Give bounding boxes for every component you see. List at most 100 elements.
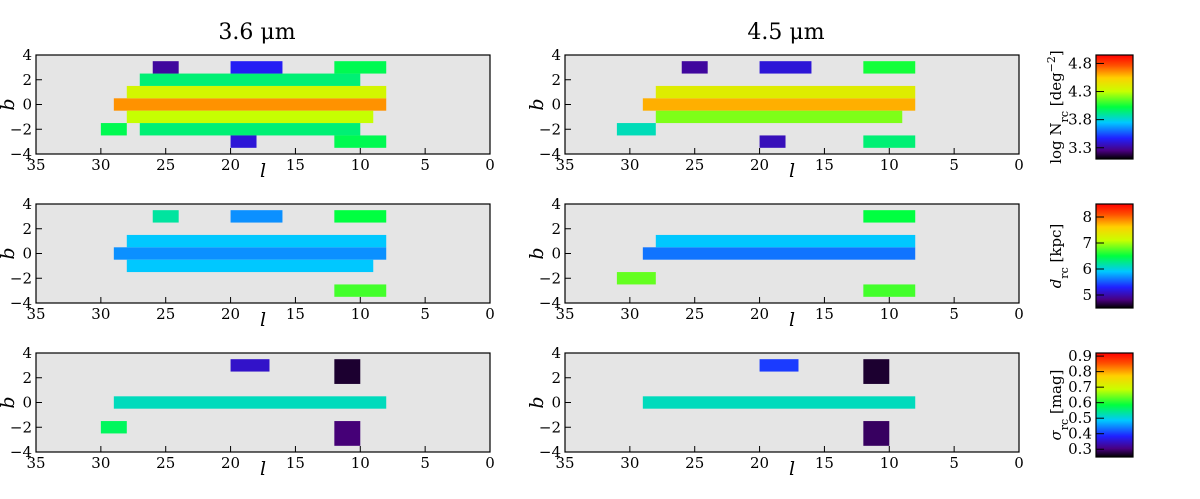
x-tick-label: 0 <box>485 454 495 472</box>
y-tick-label: 2 <box>551 369 561 387</box>
colorbar-gradient <box>1095 54 1134 160</box>
heatmap-cell <box>230 210 283 223</box>
x-tick-label: 15 <box>286 454 305 472</box>
colorbar-tick-label: 0.5 <box>1068 409 1092 427</box>
heatmap-cell <box>655 234 916 248</box>
colorbar-label: σrc [mag] <box>1047 370 1071 441</box>
y-tick-label: 0 <box>22 245 32 263</box>
colorbar-tick-label: 0.8 <box>1068 363 1092 381</box>
y-tick-label: 2 <box>22 71 32 89</box>
heatmap-cell <box>126 85 387 99</box>
x-tick-label: 0 <box>485 156 495 174</box>
heatmap-cell <box>139 73 361 86</box>
x-tick-label: 25 <box>685 454 704 472</box>
heatmap-cell <box>113 396 387 409</box>
y-tick-label: 0 <box>551 245 561 263</box>
x-tick-label: 35 <box>555 454 574 472</box>
heatmap-cell <box>334 61 387 74</box>
x-tick-label: 30 <box>91 454 110 472</box>
x-tick-label: 25 <box>156 305 175 323</box>
colorbar-1: 8 7 6 5 drc [kpc] <box>1047 203 1134 309</box>
heatmap-cell <box>863 359 890 384</box>
x-tick-label: 5 <box>949 305 959 323</box>
y-axis-label: b <box>0 396 19 408</box>
y-tick-label: −4 <box>10 145 32 163</box>
x-tick-label: 15 <box>815 305 834 323</box>
x-tick-label: 0 <box>1014 454 1024 472</box>
heatmap-cell <box>100 123 127 136</box>
y-tick-label: −4 <box>539 443 561 461</box>
heatmap-cell <box>642 247 916 260</box>
y-tick-label: 2 <box>22 220 32 238</box>
colorbar-tick-label: 4.8 <box>1068 54 1092 72</box>
y-tick-label: −2 <box>539 418 561 436</box>
colorbar-gradient <box>1095 352 1134 458</box>
heatmap-cell <box>655 85 916 99</box>
y-tick-label: 0 <box>22 96 32 114</box>
heatmap-cell <box>113 98 387 111</box>
heatmap-cell <box>230 135 257 148</box>
heatmap-cell <box>863 284 916 297</box>
colorbar-tick-label: 5 <box>1082 286 1092 304</box>
heatmap-cell <box>616 123 656 136</box>
colorbar-tick-label: 4.3 <box>1068 83 1092 101</box>
x-tick-label: 30 <box>620 454 639 472</box>
x-axis-label: l <box>260 458 266 480</box>
y-tick-label: −4 <box>539 145 561 163</box>
heatmap-cell <box>126 234 387 248</box>
x-tick-label: 0 <box>485 305 495 323</box>
x-tick-label: 15 <box>815 156 834 174</box>
heatmap-cell <box>334 210 387 223</box>
x-tick-label: 20 <box>750 305 769 323</box>
x-tick-label: 35 <box>26 305 45 323</box>
x-tick-label: 35 <box>26 156 45 174</box>
y-tick-label: 0 <box>551 394 561 412</box>
x-tick-label: 30 <box>91 305 110 323</box>
x-axis-label: l <box>789 309 795 331</box>
x-tick-label: 5 <box>420 156 430 174</box>
heatmap-cell <box>152 61 179 74</box>
colorbar-tick-label: 0.7 <box>1068 378 1092 396</box>
y-axis-label: b <box>0 247 19 259</box>
x-tick-label: 35 <box>555 305 574 323</box>
x-tick-label: 20 <box>221 454 240 472</box>
heatmap-cell <box>863 135 916 148</box>
heatmap-cell <box>139 123 361 136</box>
x-tick-label: 25 <box>685 305 704 323</box>
heatmap-cell <box>681 61 708 74</box>
x-tick-label: 20 <box>750 454 769 472</box>
heatmap-cell <box>759 135 786 148</box>
y-axis-label: b <box>526 247 548 259</box>
x-tick-label: 10 <box>880 454 899 472</box>
heatmap-cell <box>113 247 387 260</box>
x-tick-label: 20 <box>221 156 240 174</box>
x-tick-label: 25 <box>156 156 175 174</box>
x-tick-label: 20 <box>221 305 240 323</box>
heatmap-cell <box>126 259 374 273</box>
x-tick-label: 30 <box>620 305 639 323</box>
colorbar-tick-label: 7 <box>1082 234 1092 252</box>
heatmap-cell <box>334 135 387 148</box>
colorbar-tick-label: 0.3 <box>1068 440 1092 458</box>
y-tick-label: 4 <box>551 344 561 362</box>
heatmap-cell <box>642 396 916 409</box>
colorbar-tick-label: 3.8 <box>1068 111 1092 129</box>
heatmap-cell <box>152 210 179 223</box>
colorbar-gradient <box>1095 203 1134 309</box>
y-tick-label: 4 <box>22 195 32 213</box>
heatmap-cell <box>126 110 374 124</box>
y-tick-label: −2 <box>10 269 32 287</box>
column-title-3p6: 3.6 μm <box>218 20 295 45</box>
heatmap-cell <box>100 421 127 434</box>
heatmap-cell <box>334 284 387 297</box>
y-tick-label: 2 <box>22 369 32 387</box>
x-axis-label: l <box>260 309 266 331</box>
y-tick-label: 4 <box>551 195 561 213</box>
y-tick-label: 2 <box>551 220 561 238</box>
